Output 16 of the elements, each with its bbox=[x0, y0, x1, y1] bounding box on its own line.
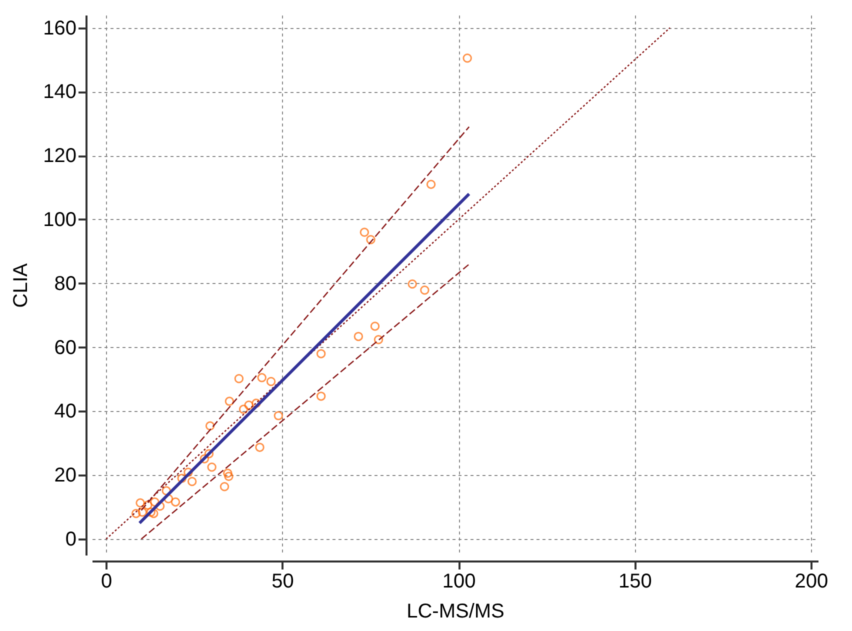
x-tick-label: 200 bbox=[794, 570, 828, 592]
x-tick-label: 50 bbox=[272, 570, 294, 592]
y-tick-label: 40 bbox=[54, 400, 76, 423]
y-tick-label: 140 bbox=[43, 81, 76, 104]
y-tick-label: 100 bbox=[43, 208, 76, 231]
x-axis-title: LC-MS/MS bbox=[406, 600, 504, 622]
y-tick-label: 60 bbox=[54, 336, 76, 359]
x-tick-label: 100 bbox=[442, 570, 476, 592]
x-tick-label: 150 bbox=[618, 570, 652, 592]
y-tick-label: 80 bbox=[54, 272, 76, 295]
y-tick-label: 120 bbox=[43, 145, 76, 168]
y-tick-label: 0 bbox=[65, 528, 76, 551]
y-tick-label: 20 bbox=[54, 464, 76, 487]
x-tick-label: 0 bbox=[101, 570, 112, 592]
y-tick-label: 160 bbox=[43, 17, 76, 40]
y-axis-title: CLIA bbox=[10, 262, 32, 308]
